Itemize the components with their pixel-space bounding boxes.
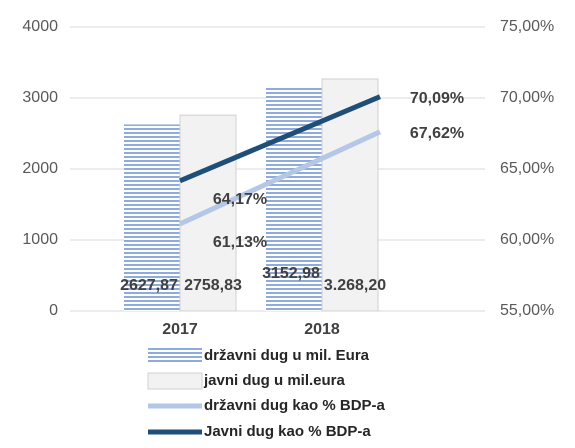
data-label: 61,13% bbox=[213, 234, 267, 251]
y-tick-label: 3000 bbox=[22, 89, 58, 106]
legend-label: državni dug u mil. Eura bbox=[204, 347, 370, 364]
data-label: 2627,87 bbox=[120, 277, 178, 294]
y2-tick-label: 60,00% bbox=[500, 231, 554, 248]
legend-label: javni dug u mil.eura bbox=[203, 372, 346, 389]
y-tick-label: 4000 bbox=[22, 18, 58, 35]
bar bbox=[321, 78, 379, 312]
data-label: 3.268,20 bbox=[324, 277, 386, 294]
y2-tick-label: 55,00% bbox=[500, 302, 554, 319]
bar bbox=[124, 124, 180, 311]
legend-swatch bbox=[148, 348, 202, 364]
y2-tick-label: 75,00% bbox=[500, 18, 554, 35]
y-tick-label: 2000 bbox=[22, 160, 58, 177]
x-tick-label: 2017 bbox=[162, 321, 198, 338]
legend-label: Javni dug kao % BDP-a bbox=[204, 423, 371, 440]
legend-label: državni dug kao % BDP-a bbox=[204, 397, 386, 414]
y2-tick-label: 70,00% bbox=[500, 89, 554, 106]
data-label: 67,62% bbox=[410, 125, 464, 142]
x-tick-label: 2018 bbox=[304, 321, 340, 338]
y-tick-label: 1000 bbox=[22, 231, 58, 248]
legend-swatch bbox=[147, 372, 203, 390]
data-label: 70,09% bbox=[410, 90, 464, 107]
y-tick-label: 0 bbox=[49, 302, 58, 319]
y2-tick-label: 65,00% bbox=[500, 160, 554, 177]
data-label: 2758,83 bbox=[184, 277, 242, 294]
data-label: 3152,98 bbox=[262, 265, 320, 282]
line bbox=[178, 129, 382, 227]
data-label: 64,17% bbox=[213, 191, 267, 208]
line bbox=[179, 94, 381, 184]
